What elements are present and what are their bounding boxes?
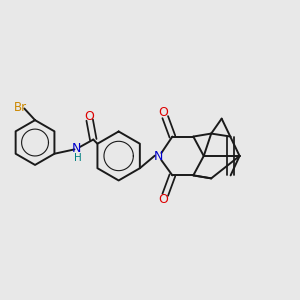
Text: N: N (154, 150, 163, 163)
Text: Br: Br (14, 101, 27, 114)
Text: H: H (74, 153, 82, 163)
Text: N: N (72, 142, 82, 155)
Text: O: O (158, 193, 168, 206)
Text: O: O (158, 106, 168, 119)
Text: O: O (84, 110, 94, 123)
